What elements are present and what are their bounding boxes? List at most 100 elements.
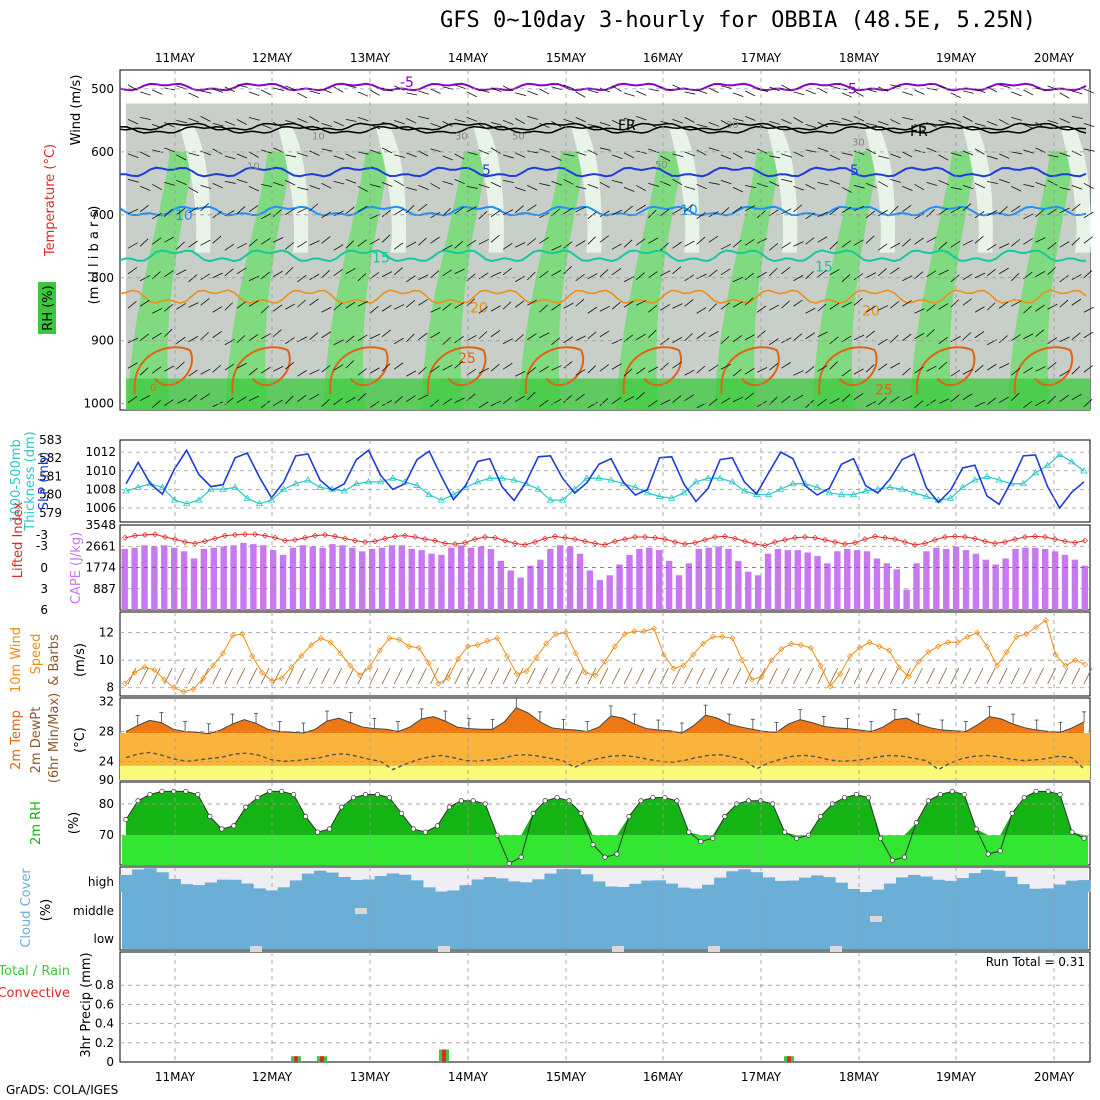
wind-barb <box>1059 336 1070 343</box>
wind-barb <box>176 154 187 161</box>
wind-barb <box>635 272 645 281</box>
wind-speed-point <box>151 666 158 673</box>
wind-barb <box>575 335 586 342</box>
wind-barb <box>454 397 465 404</box>
cloud-high-bar <box>932 879 945 892</box>
wind-barb <box>490 87 502 93</box>
cloud-high-bar <box>1041 888 1054 892</box>
wind-barb <box>696 365 706 374</box>
wind-barb <box>345 84 357 89</box>
wind-barb <box>285 395 294 404</box>
wind-barb <box>986 268 997 277</box>
date-bottom-19MAY: 19MAY <box>936 1070 977 1084</box>
thickness-point <box>983 472 991 479</box>
rh-point <box>327 826 333 832</box>
wind-barb <box>321 88 332 94</box>
wind-barb <box>575 151 587 156</box>
wind-barb <box>212 88 224 93</box>
wind-barb <box>1023 333 1034 340</box>
li-point <box>332 533 338 540</box>
cloud-high-bar <box>144 868 157 892</box>
wind-barb <box>139 395 151 402</box>
wind-barb <box>841 152 853 156</box>
cape-bar <box>388 545 396 610</box>
wind-barb <box>575 206 586 213</box>
wind-barb <box>490 305 501 312</box>
surface-wind-barb <box>176 667 185 685</box>
frame-p4 <box>119 611 1091 697</box>
rh-point <box>973 826 979 832</box>
wind-barb <box>478 331 488 340</box>
wind-speed-point <box>827 683 834 690</box>
wind-barb <box>442 336 451 346</box>
li-point <box>1072 539 1078 546</box>
rh-green-streak <box>714 151 782 410</box>
wind-barb <box>478 306 488 314</box>
cape-bar <box>1032 547 1039 610</box>
wind-speed-point <box>729 635 736 642</box>
cloud-high-bar <box>362 879 375 892</box>
wind-barb <box>744 115 756 121</box>
cape-bar <box>240 542 247 610</box>
wind-barb <box>393 267 403 276</box>
wind-barb <box>418 184 429 190</box>
thickness-point <box>922 492 931 499</box>
wind-barb <box>357 273 367 282</box>
wind-speed-point <box>886 647 893 654</box>
wind-barb <box>466 151 478 156</box>
wind-barb <box>490 400 502 407</box>
rh-point <box>219 826 225 832</box>
wind-barb <box>999 243 1010 249</box>
thickness-point <box>437 496 446 503</box>
wind-barb <box>1059 186 1071 191</box>
thickness-point <box>631 483 640 490</box>
surface-wind-barb <box>454 667 464 685</box>
wind-barb <box>188 335 199 343</box>
cloud-gap <box>250 946 262 952</box>
wind-barb <box>442 364 453 371</box>
wind-barb <box>805 149 817 153</box>
rh-point <box>722 813 728 820</box>
wind-barb <box>357 368 367 376</box>
wind-barb <box>297 370 307 377</box>
wind-barb <box>660 120 672 125</box>
wind-barb <box>430 148 442 153</box>
wind-barb <box>648 182 659 187</box>
wind-barb <box>563 207 574 215</box>
wind-barb <box>127 178 139 183</box>
li-point <box>322 531 328 538</box>
wind-barb <box>527 366 537 375</box>
wind-barb <box>938 336 948 345</box>
wind-barb <box>720 363 731 370</box>
wind-barb <box>1083 122 1095 128</box>
rh-green-streak <box>128 151 195 410</box>
wind-barb <box>587 183 599 189</box>
rh-point <box>255 795 261 801</box>
date-bottom-20MAY: 20MAY <box>1034 1070 1075 1084</box>
wind-barb <box>1047 208 1058 216</box>
wind-barb <box>1071 90 1083 95</box>
wind-barb <box>853 273 864 281</box>
cape-bar <box>853 550 861 610</box>
rh-pale-streak <box>473 126 504 253</box>
wind-barb <box>829 398 840 405</box>
li-point <box>472 536 478 543</box>
wind-speed-point <box>376 647 383 654</box>
surface-wind-barb <box>563 667 572 685</box>
wind-barb <box>720 207 730 216</box>
wind-barb <box>841 274 851 283</box>
wind-barb <box>757 238 768 244</box>
wind-speed-point <box>788 640 795 647</box>
thickness-point <box>789 479 797 487</box>
wind-barb <box>684 185 696 190</box>
surface-wind-barb <box>817 667 827 685</box>
wind-barb <box>224 243 235 251</box>
cape-bar <box>359 551 366 610</box>
li-point <box>422 536 428 543</box>
wind-barb <box>623 92 635 97</box>
li-point <box>292 536 298 543</box>
wind-barb <box>684 151 695 157</box>
surface-wind-barb <box>297 667 306 685</box>
wind-barb <box>1035 366 1046 372</box>
wind-speed-point <box>406 643 413 650</box>
